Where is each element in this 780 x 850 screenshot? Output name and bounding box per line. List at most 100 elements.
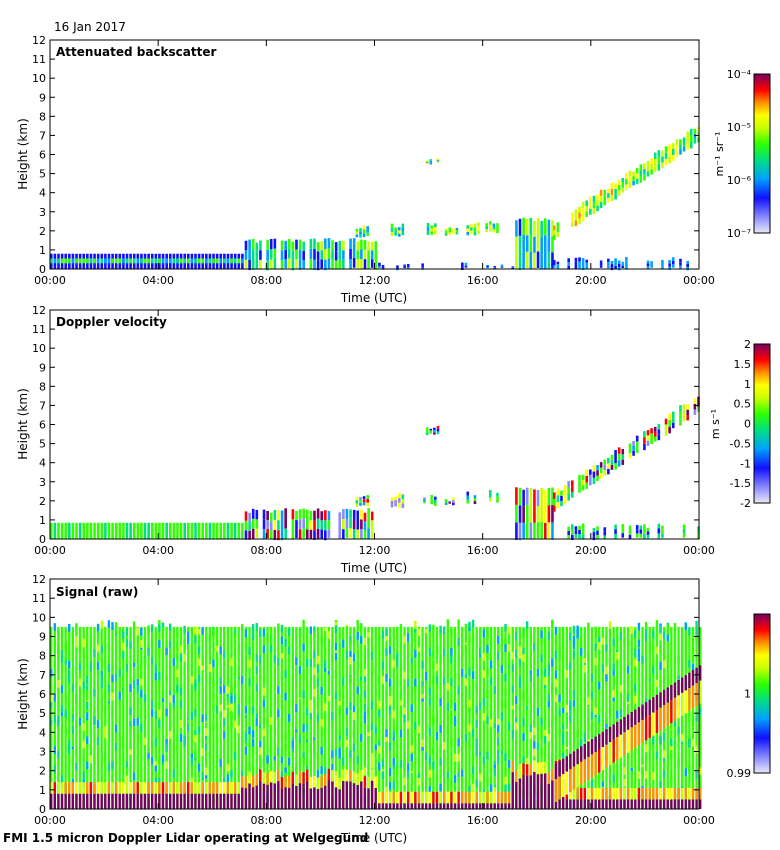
- heatmap-cell: [345, 707, 349, 716]
- heatmap-cell: [533, 727, 536, 736]
- heatmap-cell: [82, 723, 85, 731]
- heatmap-cell: [543, 668, 547, 677]
- heatmap-cell: [179, 258, 183, 264]
- heatmap-cell: [655, 799, 659, 809]
- heatmap-cell: [433, 499, 437, 503]
- heatmap-cell: [183, 642, 186, 650]
- heatmap-cell: [385, 648, 388, 657]
- heatmap-cell: [536, 218, 540, 235]
- heatmap-cell: [628, 176, 632, 183]
- heatmap-cell: [668, 157, 671, 164]
- heatmap-cell: [598, 714, 601, 723]
- heatmap-cell: [64, 643, 67, 651]
- heatmap-cell: [349, 238, 352, 249]
- heatmap-cell: [515, 781, 518, 809]
- heatmap-cell: [280, 702, 284, 711]
- heatmap-cell: [659, 736, 662, 744]
- heatmap-cell: [248, 678, 251, 686]
- heatmap-cell: [338, 626, 341, 809]
- heatmap-cell: [205, 522, 208, 539]
- heatmap-cell: [551, 768, 554, 781]
- heatmap-cell: [338, 732, 341, 741]
- heatmap-cell: [302, 518, 305, 529]
- heatmap-cell: [96, 793, 100, 809]
- heatmap-cell: [176, 258, 179, 264]
- heatmap-cell: [172, 793, 175, 809]
- heatmap-cell: [396, 629, 399, 638]
- heatmap-cell: [662, 631, 666, 640]
- heatmap-cell: [309, 626, 312, 635]
- heatmap-cell: [378, 791, 381, 804]
- heatmap-cell: [50, 669, 53, 677]
- heatmap-cell: [446, 772, 450, 780]
- heatmap-cell: [269, 512, 273, 522]
- heatmap-cell: [511, 651, 514, 660]
- heatmap-cell: [648, 787, 651, 800]
- heatmap-cell: [324, 530, 327, 541]
- heatmap-cell: [585, 482, 589, 489]
- heatmap-cell: [504, 644, 507, 652]
- heatmap-cell: [176, 734, 179, 743]
- heatmap-cell: [324, 647, 327, 656]
- heatmap-cell: [689, 128, 693, 136]
- heatmap-cell: [68, 675, 71, 684]
- heatmap-cell: [547, 626, 550, 809]
- heatmap-cell: [556, 266, 560, 270]
- heatmap-cell: [482, 707, 486, 715]
- heatmap-cell: [316, 789, 320, 809]
- heatmap-cell: [572, 690, 576, 698]
- heatmap-cell: [477, 222, 480, 227]
- heatmap-cell: [349, 636, 352, 645]
- heatmap-cell: [165, 674, 168, 683]
- heatmap-cell: [417, 791, 421, 804]
- heatmap-cell: [680, 787, 684, 800]
- heatmap-cell: [592, 471, 596, 478]
- heatmap-cell: [621, 528, 625, 534]
- heatmap-cell: [313, 748, 316, 757]
- heatmap-cell: [688, 739, 691, 747]
- heatmap-cell: [356, 662, 359, 671]
- heatmap-cell: [612, 689, 615, 698]
- heatmap-cell: [334, 260, 338, 270]
- y-tick-label: 11: [32, 592, 46, 605]
- heatmap-cell: [675, 139, 679, 145]
- heatmap-cell: [187, 723, 190, 732]
- heatmap-cell: [277, 510, 280, 521]
- colorbar: [753, 613, 771, 774]
- heatmap-cell: [547, 694, 550, 702]
- heatmap-cell: [284, 240, 287, 250]
- heatmap-cell: [154, 701, 157, 710]
- heatmap-cell: [607, 468, 610, 475]
- heatmap-cell: [433, 432, 436, 435]
- heatmap-cell: [316, 655, 320, 664]
- heatmap-cell: [89, 258, 93, 264]
- heatmap-cell: [241, 770, 244, 778]
- heatmap-cell: [560, 500, 563, 507]
- heatmap-cell: [569, 632, 572, 641]
- heatmap-cell: [309, 520, 313, 530]
- heatmap-cell: [320, 637, 323, 646]
- heatmap-cell: [605, 787, 608, 800]
- heatmap-cell: [345, 518, 349, 529]
- heatmap-cell: [581, 201, 585, 209]
- heatmap-cell: [305, 519, 309, 530]
- heatmap-cell: [302, 690, 305, 699]
- heatmap-cell: [590, 691, 594, 699]
- heatmap-cell: [643, 437, 646, 444]
- heatmap-cell: [233, 751, 237, 760]
- heatmap-cell: [273, 727, 276, 736]
- heatmap-cell: [64, 709, 67, 718]
- heatmap-cell: [208, 664, 212, 672]
- heatmap-cell: [259, 769, 262, 781]
- heatmap-cell: [428, 648, 431, 656]
- heatmap-cell: [215, 657, 219, 665]
- heatmap-cell: [614, 524, 617, 530]
- heatmap-cell: [471, 753, 475, 762]
- x-tick-label: 08:00: [250, 814, 282, 827]
- heatmap-cell: [324, 697, 327, 706]
- heatmap-cell: [406, 721, 410, 730]
- heatmap-cell: [370, 651, 374, 660]
- heatmap-cell: [580, 703, 583, 712]
- heatmap-cell: [626, 787, 630, 800]
- heatmap-cell: [680, 665, 684, 674]
